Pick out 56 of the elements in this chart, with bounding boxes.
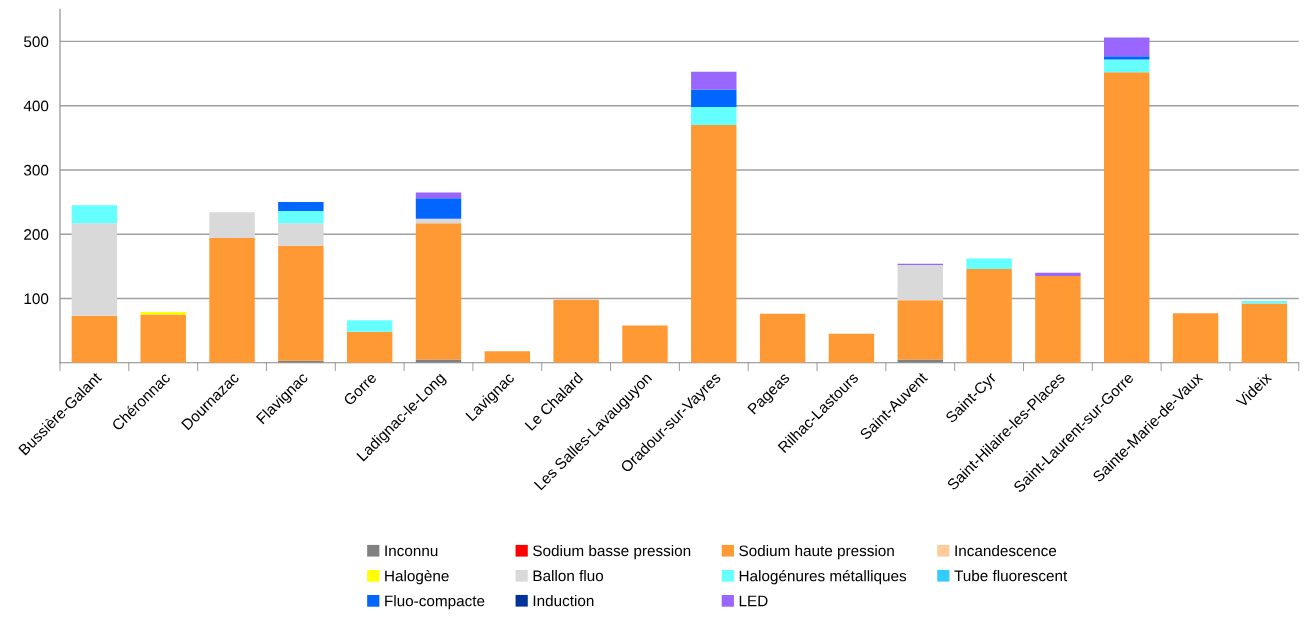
y-tick-label: 400 — [23, 100, 49, 112]
bar — [140, 314, 186, 363]
bar — [966, 268, 1012, 363]
bar — [278, 211, 324, 224]
bar — [278, 202, 324, 212]
y-tick-label: 100 — [24, 293, 49, 305]
bar — [1241, 301, 1288, 304]
legend-label: Sodium basse pression — [533, 544, 691, 560]
bar — [209, 212, 255, 239]
y-tick-label: 500 — [24, 36, 49, 48]
bar — [691, 89, 737, 107]
bar — [71, 315, 118, 363]
bar — [828, 333, 875, 363]
legend-label: Inconnu — [385, 545, 438, 557]
legend-label: Halogène — [385, 569, 449, 585]
legend-label: LED — [739, 595, 768, 607]
bar — [897, 359, 943, 363]
bar — [1035, 275, 1081, 363]
legend-label: Ballon fluo — [533, 569, 604, 582]
bar — [1172, 313, 1219, 363]
bar — [759, 313, 806, 363]
bar — [140, 311, 186, 315]
bar — [278, 223, 324, 246]
y-tick-label: 300 — [23, 164, 49, 176]
bar — [897, 300, 943, 360]
bar — [1104, 56, 1150, 60]
legend-label: Tube fluorescent — [954, 569, 1068, 582]
bar — [897, 265, 943, 301]
bar — [415, 192, 462, 199]
bar — [484, 351, 531, 363]
bar — [966, 258, 1012, 269]
bar — [1241, 303, 1288, 363]
legend-label: Induction — [533, 595, 594, 607]
legend-label: Incandescence — [955, 544, 1057, 557]
bar — [691, 124, 737, 363]
legend-label: Halogénures métalliques — [739, 569, 907, 585]
bar — [415, 223, 462, 360]
bar — [415, 198, 462, 219]
bar — [691, 106, 737, 125]
bar — [278, 245, 324, 361]
legend-label: Sodium haute pression — [739, 544, 894, 560]
bar — [346, 331, 393, 363]
bar — [415, 359, 462, 363]
bar — [1104, 72, 1150, 363]
bar — [1104, 37, 1150, 57]
bar — [1104, 59, 1150, 73]
bar — [346, 320, 393, 332]
bar — [1035, 272, 1081, 276]
y-tick-label: 200 — [24, 229, 49, 240]
legend-label: Fluo-compacte — [385, 595, 485, 610]
bar — [209, 238, 255, 363]
bar — [71, 223, 118, 316]
bar — [622, 325, 668, 363]
bar — [691, 71, 737, 90]
bar — [71, 205, 118, 224]
bar — [553, 299, 599, 363]
